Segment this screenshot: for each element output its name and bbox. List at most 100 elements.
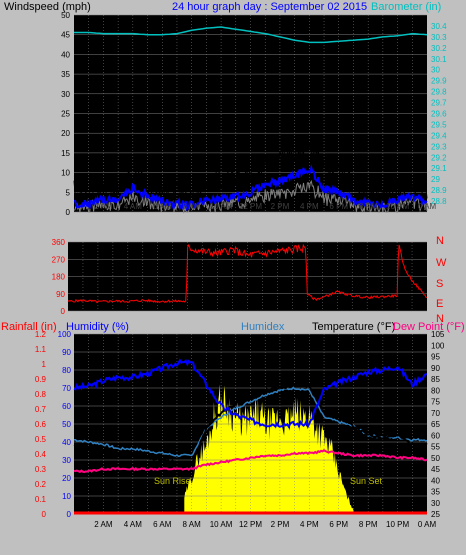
temperature-tick: 25 [431, 510, 440, 519]
time-label: 6 PM [329, 520, 348, 529]
rainfall-tick: 1.2 [35, 330, 47, 339]
time-label: 4 PM [300, 202, 319, 211]
solar-area [184, 384, 354, 514]
humidity-tick: 50 [62, 420, 71, 429]
humidity-axis-label: Humidity (%) [66, 321, 129, 333]
dewpoint-axis-label: Dew Point (°F) [393, 321, 465, 333]
windspeed-tick: 10 [61, 169, 70, 178]
temperature-tick: 95 [431, 353, 440, 362]
windspeed-tick: 50 [61, 11, 70, 20]
windspeed-tick: 25 [61, 110, 70, 119]
compass-label: N [436, 235, 444, 247]
direction-tick: 270 [52, 255, 66, 264]
rainfall-tick: 0.3 [35, 465, 47, 474]
time-label: 0 AM [418, 520, 437, 529]
temperature-tick: 50 [431, 454, 440, 463]
wind-gust-line [73, 140, 428, 206]
humidity-line [73, 358, 427, 430]
rainfall-tick: 0.4 [35, 450, 47, 459]
time-label: 12 PM [239, 520, 262, 529]
temperature-tick: 30 [431, 499, 440, 508]
time-label: 2 PM [271, 520, 290, 529]
barometer-tick: 29.9 [431, 77, 447, 86]
humidity-tick: 30 [62, 456, 71, 465]
windspeed-tick: 15 [61, 149, 70, 158]
rainfall-tick: 0.9 [35, 375, 47, 384]
rainfall-tick: 0.2 [35, 480, 47, 489]
time-label: 8 PM [359, 202, 378, 211]
barometer-tick: 29.6 [431, 110, 447, 119]
barometer-tick: 28.8 [431, 197, 447, 206]
compass-label: E [436, 298, 443, 310]
humidity-tick: 60 [62, 402, 71, 411]
windspeed-tick: 35 [61, 70, 70, 79]
time-label: 4 AM [124, 520, 143, 529]
temperature-axis-label: Temperature (°F) [312, 321, 395, 333]
humidex-axis-label: Humidex [241, 321, 285, 333]
time-label: 6 AM [153, 520, 172, 529]
sun-rise-label: Sun Rise [154, 476, 191, 486]
time-label: 8 AM [183, 202, 202, 211]
humidity-tick: 70 [62, 384, 71, 393]
windspeed-tick: 30 [61, 90, 70, 99]
dew-point-line [73, 448, 428, 474]
temperature-tick-labels: 25 30 35 40 45 50 55 60 65 70 75 80 85 90 95 100 105 [431, 330, 445, 519]
temperature-tick: 70 [431, 409, 440, 418]
humidity-tick: 40 [62, 438, 71, 447]
barometer-tick: 30.1 [431, 55, 447, 64]
humidity-tick-labels: 0 10 20 30 40 50 60 70 80 90 100 [58, 330, 72, 519]
barometer-tick: 29.3 [431, 142, 447, 151]
windspeed-tick-labels: 0 5 10 15 20 25 30 35 40 45 50 [61, 11, 70, 217]
wind-average-line [73, 163, 428, 212]
barometer-tick: 29.7 [431, 99, 447, 108]
barometer-tick: 30.3 [431, 33, 447, 42]
chart-title: 24 hour graph day : September 02 2015 [172, 1, 367, 13]
barometer-tick: 30.2 [431, 44, 447, 53]
rainfall-tick: 1.1 [35, 345, 47, 354]
time-label: 2 AM [94, 520, 113, 529]
barometer-tick: 28.9 [431, 186, 447, 195]
compass-label: N [436, 313, 444, 325]
compass-label: S [436, 278, 443, 290]
rainfall-tick: 0.8 [35, 390, 47, 399]
barometer-tick: 29.1 [431, 164, 447, 173]
rainfall-tick-labels: 0 0.1 0.2 0.3 0.4 0.5 0.6 0.7 0.8 0.9 1 1.1 1.2 [35, 330, 47, 519]
humidity-tick: 0 [67, 510, 72, 519]
barometer-tick: 29.4 [431, 131, 447, 140]
humidity-tick: 10 [62, 492, 71, 501]
time-label: 6 PM [329, 202, 348, 211]
time-label: 2 AM [94, 202, 113, 211]
direction-tick-labels: 0 90 180 270 360 [52, 238, 66, 316]
temperature-tick: 75 [431, 398, 440, 407]
humidex-line [74, 386, 428, 458]
time-label: 4 PM [300, 520, 319, 529]
time-label: 8 PM [359, 520, 378, 529]
time-label: 10 PM [386, 520, 409, 529]
rainfall-tick: 0.6 [35, 420, 47, 429]
temp-humidity-panel: 0 0.1 0.2 0.3 0.4 0.5 0.6 0.7 0.8 0.9 1 1.1 1.2 0 10 2… [35, 330, 445, 529]
temperature-tick: 60 [431, 431, 440, 440]
barometer-tick: 29.5 [431, 120, 447, 129]
compass-label: W [436, 257, 447, 269]
rainfall-tick: 0.7 [35, 405, 47, 414]
barometer-tick: 29.8 [431, 88, 447, 97]
temperature-tick: 35 [431, 488, 440, 497]
barometer-tick: 29.2 [431, 153, 447, 162]
time-label: 10 PM [386, 202, 409, 211]
wind-direction-line [67, 243, 428, 304]
wind-grid [74, 14, 427, 213]
windspeed-tick: 40 [61, 50, 70, 59]
windspeed-tick: 5 [66, 188, 71, 197]
barometer-tick: 30 [431, 66, 440, 75]
barometer-tick-labels: 28.8 28.9 29 29.1 29.2 29.3 29.4 29.529.6 29.7 29… [431, 22, 447, 206]
time-label: 4 AM [124, 202, 143, 211]
temperature-tick: 45 [431, 465, 440, 474]
rainfall-tick: 0.1 [35, 495, 47, 504]
temperature-tick: 65 [431, 420, 440, 429]
temperature-tick: 105 [431, 330, 445, 339]
direction-tick: 180 [52, 273, 66, 282]
